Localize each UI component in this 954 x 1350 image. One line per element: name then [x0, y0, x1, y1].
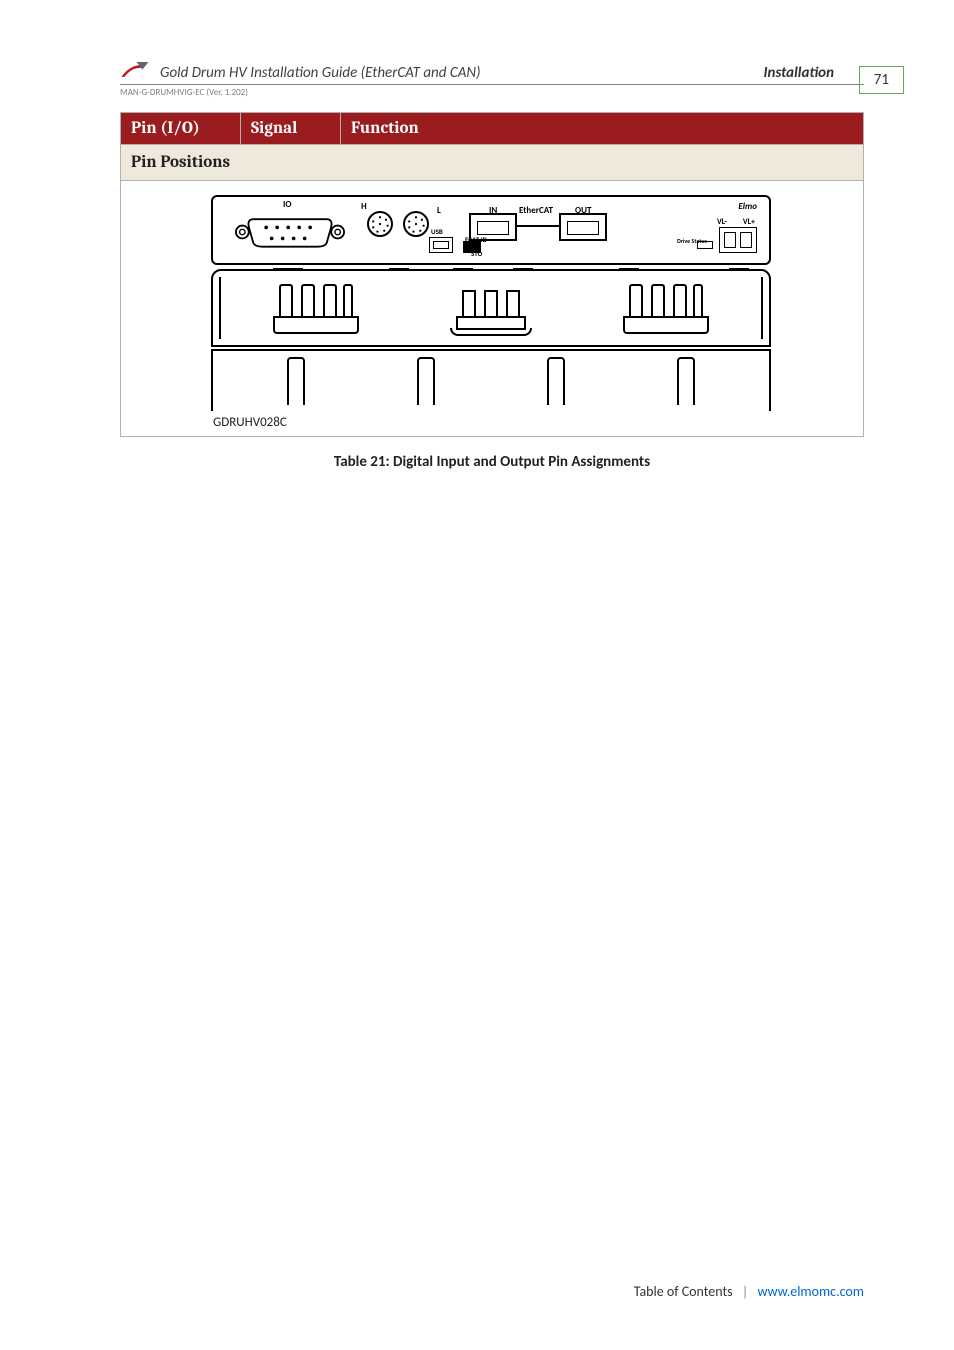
panel-edge — [219, 277, 221, 339]
page-header: Gold Drum HV Installation Guide (EtherCA… — [120, 60, 864, 85]
panel-edge — [761, 277, 763, 339]
table-caption: Table 21: Digital Input and Output Pin A… — [120, 453, 864, 471]
label-h: H — [361, 201, 367, 212]
footer-link[interactable]: www.elmomc.com — [757, 1283, 864, 1300]
pin-assignment-table: Pin (I/O) Signal Function Pin Positions … — [120, 112, 864, 437]
label-ethercat: EtherCAT — [519, 205, 553, 216]
label-elmo: Elmo — [738, 201, 757, 212]
port-link-line — [517, 225, 559, 227]
connector-diagram: IO H L IN EtherCAT OUT Elmo VL- VL+ USB … — [211, 195, 771, 411]
col-header-signal: Signal — [241, 113, 341, 145]
elmo-logo — [120, 60, 150, 82]
top-connector-panel: IO H L IN EtherCAT OUT Elmo VL- VL+ USB … — [211, 195, 771, 265]
vl-terminal-icon — [719, 227, 757, 253]
label-l: L — [437, 205, 441, 216]
label-usb: USB — [431, 227, 443, 236]
db9-connector-icon — [235, 213, 345, 251]
ecat-id-block-icon — [463, 241, 481, 253]
footer-divider: | — [742, 1283, 748, 1300]
label-io: IO — [283, 199, 292, 210]
header-title: Gold Drum HV Installation Guide (EtherCA… — [158, 64, 764, 82]
col-header-function: Function — [341, 113, 864, 145]
page-footer: Table of Contents | www.elmomc.com — [634, 1283, 864, 1300]
center-connector-icon — [456, 286, 526, 330]
diagram-caption: GDRUHV028C — [213, 415, 853, 430]
usb-port-icon — [429, 237, 453, 253]
heatsink-right-icon — [623, 282, 709, 334]
status-leds-icon — [697, 241, 713, 249]
section-row: Pin Positions — [121, 145, 864, 181]
round-connector-h-icon — [367, 211, 393, 237]
header-section: Installation — [764, 64, 834, 82]
label-vlplus: VL+ — [743, 217, 755, 227]
page-number: 71 — [859, 66, 904, 94]
label-vlminus: VL- — [717, 217, 727, 227]
table-header-row: Pin (I/O) Signal Function — [121, 113, 864, 145]
pillar-icon — [287, 357, 305, 405]
heatsink-left-icon — [273, 282, 359, 334]
round-connector-l-icon — [403, 211, 429, 237]
pillar-icon — [547, 357, 565, 405]
section-title: Pin Positions — [121, 145, 864, 181]
bottom-panel — [211, 349, 771, 411]
doc-reference: MAN-G-DRUMHVIG-EC (Ver. 1.202) — [120, 87, 864, 98]
mid-heatsink-panel — [211, 269, 771, 347]
col-header-pin: Pin (I/O) — [121, 113, 241, 145]
pillar-icon — [417, 357, 435, 405]
footer-toc: Table of Contents — [634, 1283, 733, 1300]
logo-swoosh-icon — [120, 60, 150, 82]
ethercat-out-port-icon — [559, 213, 607, 241]
diagram-row: IO H L IN EtherCAT OUT Elmo VL- VL+ USB … — [121, 181, 864, 437]
ethercat-in-port-icon — [469, 213, 517, 241]
pillar-icon — [677, 357, 695, 405]
